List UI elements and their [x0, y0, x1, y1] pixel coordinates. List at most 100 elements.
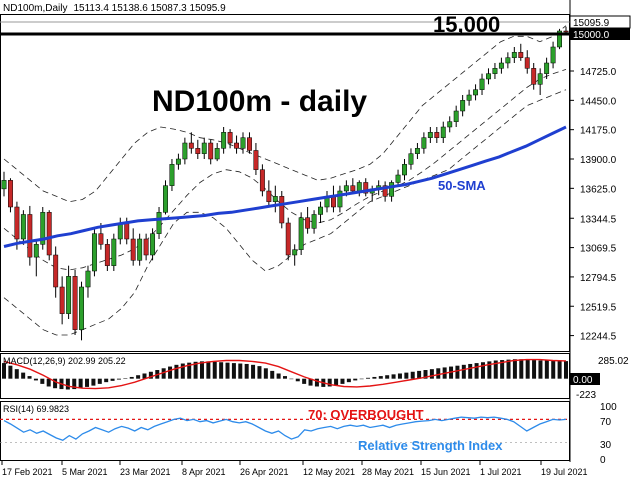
macd-histogram-bar	[397, 373, 402, 379]
macd-histogram-bar	[340, 378, 345, 384]
macd-histogram-bar	[557, 360, 562, 379]
rsi-tick-100: 100	[600, 402, 617, 413]
y-tick-label: 13069.5	[580, 244, 617, 255]
candle-body	[150, 233, 156, 256]
macd-histogram-bar	[436, 368, 441, 379]
candle-body	[382, 185, 388, 197]
candle-body	[266, 190, 272, 202]
x-tick-label: 12 May 2021	[303, 467, 355, 477]
candle-body	[201, 142, 207, 154]
macd-histogram-bar	[276, 373, 281, 379]
candle-body	[427, 132, 433, 138]
level-annotation: 15,000	[433, 12, 500, 37]
candle-body	[402, 164, 407, 176]
macd-histogram-bar	[123, 378, 128, 379]
candle-body	[221, 132, 227, 149]
bollinger-bands	[3, 25, 567, 336]
x-tick-label: 26 Apr 2021	[240, 467, 289, 477]
macd-histogram-bar	[385, 375, 390, 379]
y-tick-label: 13344.5	[580, 214, 617, 225]
macd-histogram-bar	[263, 368, 268, 379]
candle-body	[214, 148, 220, 160]
macd-tick-zero: 0.00	[573, 375, 593, 386]
macd-histogram-bar	[270, 370, 275, 379]
candle-body	[234, 142, 240, 149]
macd-histogram-bar	[110, 378, 115, 381]
bollinger-lower-line	[3, 89, 567, 336]
macd-histogram-bar	[91, 378, 96, 386]
macd-histogram-bar	[193, 361, 198, 379]
candle-body	[498, 62, 504, 69]
candle-body	[563, 30, 569, 33]
macd-histogram-bar	[212, 361, 217, 379]
candle-body	[544, 62, 550, 74]
macd-histogram-bar	[161, 368, 166, 379]
macd-histogram-bar	[33, 378, 38, 381]
macd-zero-tag-box	[570, 373, 600, 385]
macd-histogram-bar	[378, 376, 383, 379]
candle-body	[85, 270, 91, 288]
macd-histogram-bar	[46, 378, 51, 387]
level-price-tag: 15000.0	[573, 30, 610, 41]
macd-histogram-bar	[544, 360, 549, 379]
macd-tick-top: 285.02	[598, 356, 629, 367]
rsi-tick-30: 30	[600, 440, 612, 451]
candle-body	[227, 132, 233, 144]
candle-body	[79, 286, 84, 330]
candle-body	[421, 137, 427, 149]
macd-label: MACD(12,26,9) 202.99 205.22	[3, 356, 126, 366]
macd-histogram-bar	[257, 366, 262, 379]
macd-histogram-bar	[142, 373, 147, 379]
x-tick-label: 19 Jul 2021	[541, 467, 588, 477]
candle-body	[447, 121, 453, 128]
macd-histogram-bar	[206, 361, 211, 379]
candle-body	[59, 286, 65, 314]
main-y-axis: 14725.0 14450.0 14175.0 13900.0 13625.0 13344…	[570, 67, 617, 343]
macd-histogram-bar	[480, 362, 485, 379]
macd-histogram-bar	[219, 362, 224, 379]
macd-histogram-bar	[410, 371, 415, 379]
symbol-name: ND100m,Daily	[3, 3, 67, 14]
macd-histogram-bar	[493, 360, 498, 379]
macd-histogram-bar	[525, 359, 530, 379]
candle-body	[53, 254, 59, 288]
candle-body	[434, 132, 440, 138]
candle-body	[285, 222, 291, 256]
candle-body	[330, 196, 336, 208]
candle-body	[253, 150, 259, 170]
macd-histogram-bar	[474, 363, 479, 379]
rsi-indicator	[0, 416, 570, 443]
candle-body	[343, 185, 349, 192]
macd-histogram-bar	[417, 370, 422, 379]
y-tick-label: 14175.0	[580, 126, 617, 137]
macd-histogram-bar	[136, 375, 141, 379]
candle-body	[195, 148, 201, 154]
symbol-label: ND100m,Daily 15113.4 15138.6 15087.3 1509…	[3, 3, 226, 14]
candle-body	[66, 276, 72, 314]
macd-histogram-bar	[327, 378, 332, 387]
candle-body	[104, 244, 110, 266]
macd-histogram-bar	[506, 359, 511, 379]
macd-histogram-bar	[429, 369, 434, 379]
y-tick-label: 14725.0	[580, 67, 617, 78]
macd-histogram-bar	[353, 378, 358, 381]
candle-body	[550, 46, 556, 64]
macd-histogram-bar	[532, 360, 537, 379]
macd-histogram-bar	[512, 359, 517, 379]
candle-body	[311, 214, 317, 229]
x-tick-label: 15 Jun 2021	[421, 467, 471, 477]
macd-histogram-bar	[295, 378, 300, 382]
macd-histogram-bar	[27, 376, 32, 379]
macd-histogram-bar	[468, 363, 473, 379]
candle-body	[91, 233, 97, 272]
candle-body	[14, 206, 20, 240]
macd-histogram-bar	[187, 362, 192, 379]
macd-histogram-bar	[455, 365, 460, 379]
rsi-line	[3, 416, 567, 442]
candle-body	[279, 196, 285, 224]
candle-body	[175, 158, 181, 165]
macd-histogram-bar	[372, 376, 377, 379]
candle-body	[208, 142, 214, 160]
macd-histogram-bar	[366, 377, 371, 379]
